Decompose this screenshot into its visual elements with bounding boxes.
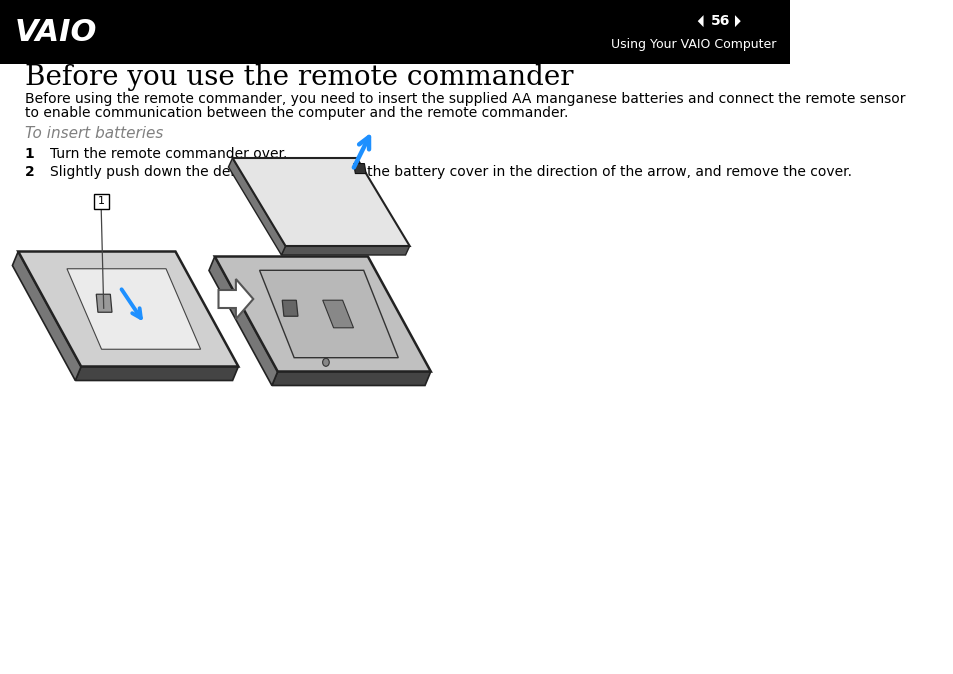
Text: 2: 2 bbox=[25, 165, 34, 179]
Circle shape bbox=[322, 359, 329, 366]
Text: 1: 1 bbox=[97, 197, 105, 206]
Polygon shape bbox=[322, 300, 354, 328]
Polygon shape bbox=[214, 257, 431, 371]
Text: to enable communication between the computer and the remote commander.: to enable communication between the comp… bbox=[25, 106, 568, 120]
Text: 1: 1 bbox=[25, 147, 34, 161]
Polygon shape bbox=[12, 251, 81, 381]
Text: Using Your VAIO Computer: Using Your VAIO Computer bbox=[610, 38, 776, 51]
Polygon shape bbox=[697, 15, 702, 27]
Polygon shape bbox=[228, 158, 285, 255]
Polygon shape bbox=[96, 295, 112, 312]
Polygon shape bbox=[233, 158, 409, 246]
Text: VAIO: VAIO bbox=[15, 18, 97, 47]
Text: Before you use the remote commander: Before you use the remote commander bbox=[25, 64, 573, 91]
Text: Turn the remote commander over.: Turn the remote commander over. bbox=[50, 147, 287, 161]
Polygon shape bbox=[272, 371, 431, 386]
Bar bbox=[0, 0, 789, 64]
Polygon shape bbox=[259, 270, 397, 358]
Polygon shape bbox=[18, 251, 238, 367]
Text: Slightly push down the dented area (1), slide the battery cover in the direction: Slightly push down the dented area (1), … bbox=[50, 165, 851, 179]
Polygon shape bbox=[281, 246, 409, 255]
Polygon shape bbox=[209, 257, 277, 386]
Polygon shape bbox=[67, 269, 200, 349]
Polygon shape bbox=[282, 300, 297, 316]
Polygon shape bbox=[734, 15, 740, 27]
Bar bbox=[93, 194, 109, 209]
Polygon shape bbox=[75, 367, 238, 381]
Polygon shape bbox=[218, 279, 253, 319]
Text: 56: 56 bbox=[710, 14, 729, 28]
Text: Before using the remote commander, you need to insert the supplied AA manganese : Before using the remote commander, you n… bbox=[25, 92, 904, 106]
Polygon shape bbox=[354, 164, 366, 174]
Text: To insert batteries: To insert batteries bbox=[25, 126, 163, 141]
